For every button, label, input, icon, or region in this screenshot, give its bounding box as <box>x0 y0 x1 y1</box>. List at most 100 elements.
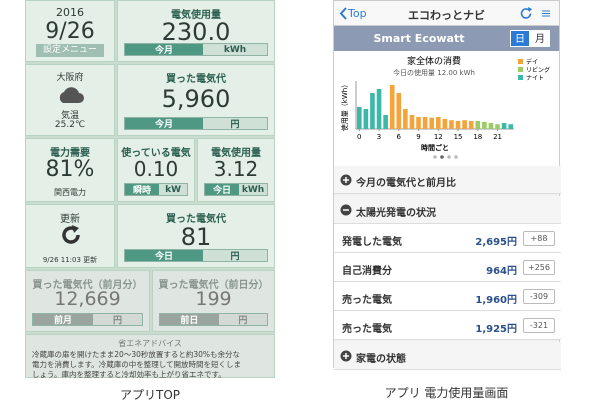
row-delta: -321 <box>523 318 555 333</box>
place: 大阪府 <box>56 73 84 83</box>
bar <box>383 115 388 129</box>
row-delta: -309 <box>523 289 555 304</box>
bar <box>409 115 415 129</box>
period: 今日 <box>125 250 204 262</box>
top-screen: 2016 9/26 設定メニュー 電気使用量 230.0 今月 kWh 大阪府 気温 25.2℃ 買… <box>25 0 275 379</box>
bar <box>403 109 408 129</box>
unit-bar: 今日円 <box>124 249 268 262</box>
row-value: 1,960円 <box>475 295 517 306</box>
row-value: 2,695円 <box>475 237 517 248</box>
period: 前日 <box>160 314 219 326</box>
period: 今月 <box>125 118 204 130</box>
cost-yesterday: 買った電気代（前日分） 199 前日円 <box>152 270 275 332</box>
unit: kWh <box>239 184 267 195</box>
row-value: 964円 <box>486 266 517 277</box>
cost-month: 買った電気代 5,960 今月円 <box>117 64 275 136</box>
bar <box>482 121 487 129</box>
update-time: 9/26 11:03 更新 <box>42 256 98 264</box>
toggle-icon <box>340 350 352 362</box>
section-header[interactable]: 太陽光発電の状況 <box>334 196 561 224</box>
section-title: 今月の電気代と前月比 <box>356 178 456 189</box>
pager-dot <box>440 155 444 159</box>
back-button[interactable]: Top <box>348 7 367 20</box>
value: 5,960 <box>161 85 231 114</box>
row-delta: +256 <box>523 260 555 275</box>
usage-month: 電気使用量 230.0 今月 kWh <box>117 0 275 62</box>
bar <box>416 117 421 129</box>
solar-row: 売った電気 1,960円 -309 <box>334 282 561 311</box>
unit: 円 <box>92 314 142 326</box>
bar <box>475 121 481 129</box>
month-toggle[interactable]: 月 <box>530 30 550 47</box>
x-tick-label: 3 <box>377 133 381 141</box>
section-header[interactable]: 今月の電気代と前月比 <box>334 166 561 194</box>
usage-screen: Top エコわっとナビ Smart Ecowatt 日月家全体の消費 今日の使用量 12… <box>333 0 561 370</box>
label: 使っている電気 <box>121 148 191 159</box>
period: 今日 <box>205 184 240 196</box>
day-toggle[interactable]: 日 <box>510 30 530 47</box>
label: 買った電気代（前月分） <box>32 280 143 291</box>
instant: 使っている電気 0.10 瞬時 kW <box>117 138 195 202</box>
value: 3.12 <box>213 156 259 181</box>
section-title: 太陽光発電の状況 <box>356 208 436 219</box>
header-band: Smart Ecowatt 日月 <box>334 26 559 51</box>
refresh-icon <box>62 225 80 244</box>
settings-button[interactable]: 設定メニュー <box>36 44 104 57</box>
row-label: 自己消費分 <box>342 266 392 277</box>
x-tick-label: 0 <box>357 133 361 141</box>
x-axis-label: 時間ごと <box>421 143 449 152</box>
y-axis-label: 使用量（kWh） <box>340 81 349 131</box>
reload-icon <box>520 7 532 19</box>
legend-swatch <box>518 75 523 80</box>
value: 0.10 <box>133 156 179 181</box>
band-title: Smart Ecowatt <box>373 32 465 45</box>
section-title: 家電の状態 <box>356 354 406 365</box>
x-tick-label: 12 <box>434 133 443 141</box>
advice-line: しょう。庫内を整理すると冷却効率も上がり省エネです。 <box>32 370 226 379</box>
bar <box>429 117 435 129</box>
bar <box>508 124 514 129</box>
period: 瞬時 <box>125 184 160 196</box>
x-tick-label: 21 <box>493 133 502 141</box>
back-chevron <box>339 7 347 20</box>
temp-label: 気温 <box>60 111 79 121</box>
unit: 円 <box>203 118 267 130</box>
section-header[interactable]: 家電の状態 <box>334 342 561 370</box>
day: 9/26 <box>45 19 95 44</box>
bar <box>488 123 494 129</box>
update: 更新 9/26 11:03 更新 <box>25 204 115 268</box>
legend-label: ナイト <box>526 75 544 82</box>
bar <box>356 107 362 129</box>
value: 81% <box>45 157 95 182</box>
bar <box>376 89 382 129</box>
bar <box>442 119 448 129</box>
label: 買った電気代 <box>166 214 226 225</box>
legend-swatch <box>518 67 523 72</box>
row-label: 売った電気 <box>342 295 392 306</box>
demand: 電力需要 81% 関西電力 <box>25 138 115 202</box>
label: 買った電気代 <box>166 74 226 85</box>
unit: 円 <box>203 250 267 262</box>
unit-bar: 前月円 <box>32 313 143 326</box>
row-delta: +88 <box>523 231 555 246</box>
unit: 円 <box>218 314 267 326</box>
cost-today: 買った電気代 81 今日円 <box>117 204 275 268</box>
solar-row: 売った電気 1,925円 -321 <box>334 311 561 340</box>
label: 電気使用量 <box>211 148 261 159</box>
toggle-icon <box>340 174 352 186</box>
bar <box>370 93 375 129</box>
value: 12,669 <box>54 288 121 311</box>
unit-bar: 今日 kWh <box>204 183 268 196</box>
bar <box>396 93 402 129</box>
x-tick-label: 18 <box>473 133 482 141</box>
nav-title: エコわっとナビ <box>408 9 485 22</box>
row-label: 売った電気 <box>342 324 392 335</box>
bar <box>468 121 474 129</box>
date: 2016 9/26 設定メニュー <box>25 0 115 62</box>
unit: kW <box>159 184 187 195</box>
legend-label: デイ <box>526 58 538 66</box>
nav-bar: Top エコわっとナビ <box>334 1 559 26</box>
x-tick-label: 6 <box>397 133 402 141</box>
row-label: 発電した電気 <box>342 237 402 248</box>
